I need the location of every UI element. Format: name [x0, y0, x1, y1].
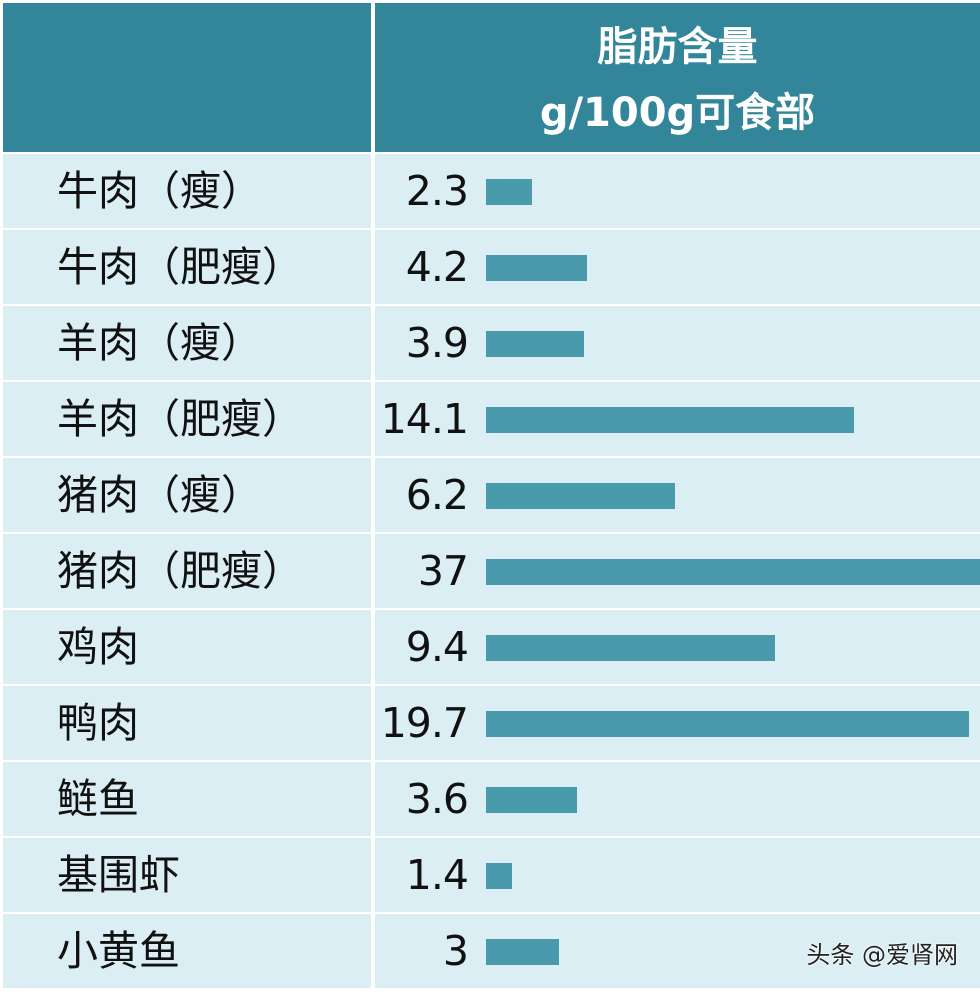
fat-value-cell: 14.1 [375, 382, 980, 456]
header-unit: g/100g可食部 [539, 90, 816, 136]
fat-bar [486, 939, 559, 965]
food-name-cell: 小黄鱼 [3, 914, 371, 988]
food-name-cell: 猪肉（瘦） [3, 458, 371, 532]
table-row: 猪肉（瘦） 6.2 [3, 458, 980, 532]
table-row: 鸭肉 19.7 [3, 686, 980, 760]
table-header: 脂肪含量 g/100g可食部 [3, 3, 980, 152]
food-name-cell: 鸡肉 [3, 610, 371, 684]
food-name: 猪肉（肥瘦） [57, 547, 303, 595]
fat-bar [486, 787, 577, 813]
fat-value: 6.2 [405, 471, 469, 519]
food-name: 猪肉（瘦） [57, 471, 262, 519]
fat-value: 1.4 [405, 851, 469, 899]
food-name: 牛肉（肥瘦） [57, 243, 303, 291]
fat-value: 19.7 [380, 699, 469, 747]
fat-bar [486, 711, 969, 737]
fat-bar [486, 407, 854, 433]
food-name-cell: 牛肉（肥瘦） [3, 230, 371, 304]
fat-value-cell: 9.4 [375, 610, 980, 684]
table-row: 小黄鱼 3 [3, 914, 980, 988]
fat-bar [486, 179, 532, 205]
food-name-cell: 基围虾 [3, 838, 371, 912]
fat-value: 14.1 [380, 395, 469, 443]
table-row: 羊肉（瘦） 3.9 [3, 306, 980, 380]
fat-value: 3.9 [405, 319, 469, 367]
fat-value-cell: 4.2 [375, 230, 980, 304]
food-name: 鲢鱼 [57, 775, 139, 823]
fat-bar [486, 255, 587, 281]
food-name: 牛肉（瘦） [57, 167, 262, 215]
fat-value-cell: 3.6 [375, 762, 980, 836]
food-name: 羊肉（肥瘦） [57, 395, 303, 443]
food-name-cell: 鲢鱼 [3, 762, 371, 836]
table-row: 牛肉（瘦） 2.3 [3, 154, 980, 228]
food-name-cell: 猪肉（肥瘦） [3, 534, 371, 608]
fat-bar [486, 483, 675, 509]
watermark: 头条 @爱肾网 [806, 941, 958, 969]
fat-value-cell: 6.2 [375, 458, 980, 532]
header-fat-column: 脂肪含量 g/100g可食部 [375, 3, 980, 152]
table-row: 鲢鱼 3.6 [3, 762, 980, 836]
table-row: 鸡肉 9.4 [3, 610, 980, 684]
food-name-cell: 牛肉（瘦） [3, 154, 371, 228]
food-name-cell: 羊肉（瘦） [3, 306, 371, 380]
table-row: 牛肉（肥瘦） 4.2 [3, 230, 980, 304]
fat-value: 9.4 [405, 623, 469, 671]
header-food-column [3, 3, 371, 152]
fat-bar [486, 559, 980, 585]
fat-value-cell: 3.9 [375, 306, 980, 380]
fat-value-cell: 19.7 [375, 686, 980, 760]
food-name-cell: 羊肉（肥瘦） [3, 382, 371, 456]
fat-value: 3.6 [405, 775, 469, 823]
fat-value-cell: 2.3 [375, 154, 980, 228]
fat-value: 37 [417, 547, 469, 595]
table-row: 基围虾 1.4 [3, 838, 980, 912]
fat-value: 3 [442, 927, 469, 975]
header-title: 脂肪含量 [597, 24, 758, 70]
fat-bar [486, 863, 512, 889]
table-row: 羊肉（肥瘦） 14.1 [3, 382, 980, 456]
food-name: 鸡肉 [57, 623, 139, 671]
food-name-cell: 鸭肉 [3, 686, 371, 760]
fat-bar [486, 331, 584, 357]
fat-value-cell: 3 [375, 914, 980, 988]
fat-value: 2.3 [405, 167, 469, 215]
food-name: 鸭肉 [57, 699, 139, 747]
table-row: 猪肉（肥瘦） 37 [3, 534, 980, 608]
fat-bar [486, 635, 775, 661]
food-name: 羊肉（瘦） [57, 319, 262, 367]
fat-value-cell: 37 [375, 534, 980, 608]
food-name: 小黄鱼 [57, 927, 180, 975]
food-name: 基围虾 [57, 851, 180, 899]
fat-value-cell: 1.4 [375, 838, 980, 912]
fat-value: 4.2 [405, 243, 469, 291]
